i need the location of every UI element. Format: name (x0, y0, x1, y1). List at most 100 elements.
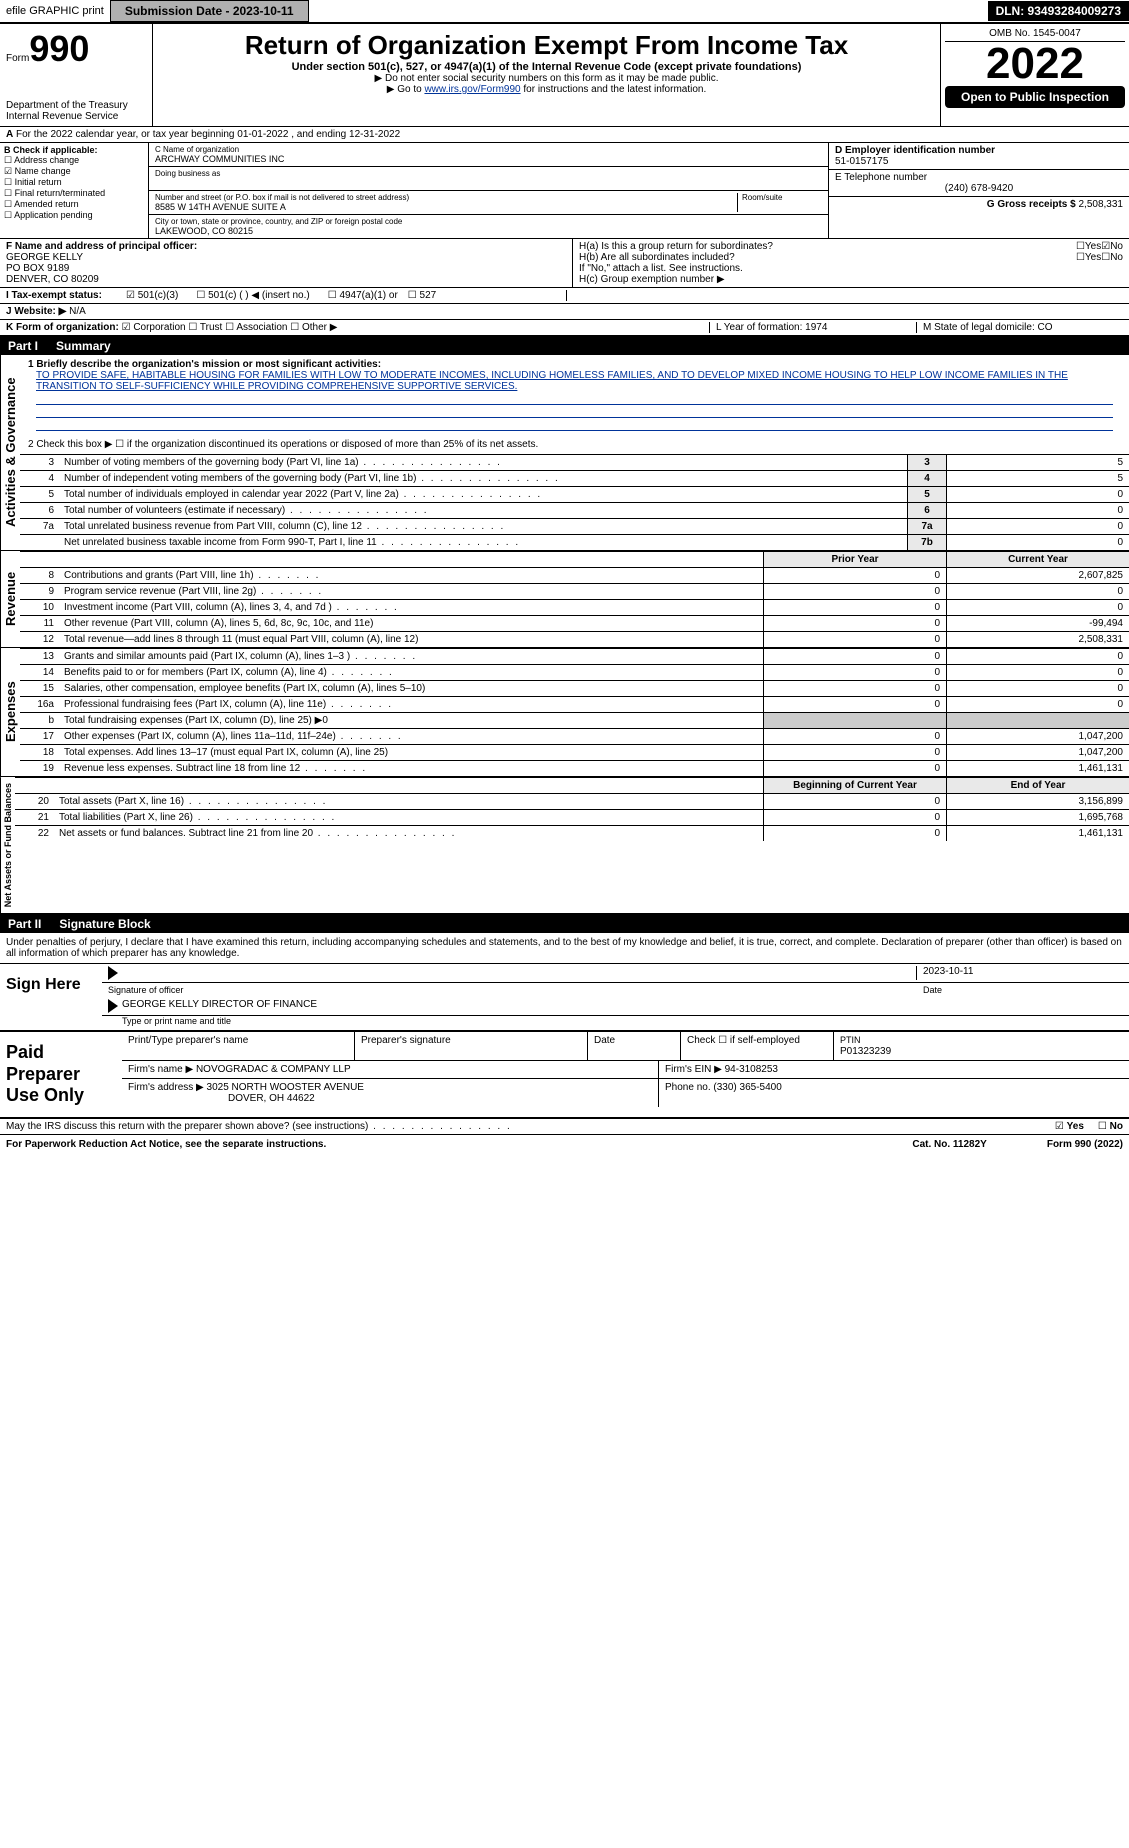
vlabel-expenses: Expenses (0, 648, 20, 776)
rc2: 0 (946, 584, 1129, 599)
paid-preparer-label: Paid Preparer Use Only (0, 1032, 122, 1117)
officer-addr1: PO BOX 9189 (6, 263, 566, 274)
website-label: J Website: ▶ (6, 306, 66, 317)
firm-ein: 94-3108253 (725, 1064, 778, 1075)
ein-label: D Employer identification number (835, 145, 1123, 156)
pp-date-label: Date (588, 1032, 681, 1060)
rv: 5 (946, 455, 1129, 470)
submission-date-button[interactable]: Submission Date - 2023-10-11 (110, 0, 309, 22)
ein-value: 51-0157175 (835, 156, 1123, 167)
typed-name: GEORGE KELLY DIRECTOR OF FINANCE (122, 999, 317, 1013)
rcn: 5 (907, 487, 946, 502)
cb-trust[interactable]: ☐ Trust (188, 322, 222, 333)
may-yes[interactable]: ☑ Yes (1055, 1121, 1084, 1132)
may-discuss-text: May the IRS discuss this return with the… (6, 1121, 1055, 1132)
goto-suffix: for instructions and the latest informat… (521, 84, 707, 95)
o-other: Other ▶ (302, 322, 337, 333)
firm-addr2: DOVER, OH 44622 (128, 1093, 315, 1104)
pp-name-label: Print/Type preparer's name (122, 1032, 355, 1060)
rc1: 0 (763, 665, 946, 680)
gross-receipts-value: 2,508,331 (1079, 199, 1124, 210)
arrow-icon (108, 999, 118, 1013)
cb-527[interactable]: ☐ 527 (408, 290, 436, 301)
cb-final-return[interactable]: ☐ Final return/terminated (4, 188, 144, 199)
ha-yes[interactable]: ☐Yes (1076, 241, 1101, 252)
irs-link[interactable]: www.irs.gov/Form990 (424, 84, 520, 95)
may-discuss-row: May the IRS discuss this return with the… (0, 1119, 1129, 1135)
rt: Net unrelated business taxable income fr… (60, 535, 907, 550)
box-b: B Check if applicable: ☐ Address change … (0, 143, 149, 238)
declaration-text: Under penalties of perjury, I declare th… (0, 933, 1129, 964)
cb-4947[interactable]: ☐ 4947(a)(1) or (328, 290, 398, 301)
rt: Total number of individuals employed in … (60, 487, 907, 502)
pp-sig-label: Preparer's signature (355, 1032, 588, 1060)
hb-no[interactable]: ☐No (1101, 252, 1123, 263)
rn: 14 (20, 665, 60, 680)
hb-yes[interactable]: ☐Yes (1076, 252, 1101, 263)
gov-row: 4Number of independent voting members of… (20, 470, 1129, 486)
rc1: 0 (763, 584, 946, 599)
part-ii-title: Signature Block (59, 917, 150, 931)
cb-initial-return-label: Initial return (15, 177, 62, 187)
rc1: 0 (763, 745, 946, 760)
cb-address-change[interactable]: ☐ Address change (4, 155, 144, 166)
rt: Total expenses. Add lines 13–17 (must eq… (60, 745, 763, 760)
rcn: 7b (907, 535, 946, 550)
rc1: 0 (763, 568, 946, 583)
cb-501c3[interactable]: ☑ 501(c)(3) (126, 290, 178, 301)
cb-assoc[interactable]: ☐ Association (225, 322, 287, 333)
cb-initial-return[interactable]: ☐ Initial return (4, 177, 144, 188)
box-b-header: B Check if applicable: (4, 145, 144, 155)
yes-text: Yes (1085, 241, 1101, 252)
cb-name-change[interactable]: ☑ Name change (4, 166, 144, 177)
rc1: 0 (763, 697, 946, 712)
hc-label: H(c) Group exemption number ▶ (579, 274, 1123, 285)
rev-row: 11Other revenue (Part VIII, column (A), … (20, 615, 1129, 631)
open-to-public-badge: Open to Public Inspection (945, 86, 1125, 108)
row-a-calendar-year: A For the 2022 calendar year, or tax yea… (0, 127, 1129, 143)
rt: Total number of volunteers (estimate if … (60, 503, 907, 518)
rc1: 0 (763, 810, 946, 825)
yes-text2: Yes (1085, 252, 1101, 263)
rcn: 6 (907, 503, 946, 518)
summary-expenses: Expenses 13Grants and similar amounts pa… (0, 648, 1129, 777)
col-prior-year: Prior Year (763, 552, 946, 567)
rt: Investment income (Part VIII, column (A)… (60, 600, 763, 615)
cb-application-pending[interactable]: ☐ Application pending (4, 210, 144, 221)
q1-label: 1 Briefly describe the organization's mi… (28, 359, 381, 370)
may-no[interactable]: ☐ No (1098, 1121, 1123, 1132)
rc2: 0 (946, 649, 1129, 664)
rt: Total unrelated business revenue from Pa… (60, 519, 907, 534)
firm-phone: (330) 365-5400 (713, 1082, 781, 1093)
footer-form: Form 990 (2022) (1047, 1139, 1123, 1150)
ha-no[interactable]: ☑No (1101, 241, 1123, 252)
gov-row: 7aTotal unrelated business revenue from … (20, 518, 1129, 534)
col-end-year: End of Year (946, 778, 1129, 793)
no-text: No (1110, 241, 1123, 252)
sign-here-label: Sign Here (0, 964, 102, 1030)
form-number: Form990 (6, 28, 146, 70)
rc1: 0 (763, 616, 946, 631)
officer-name: GEORGE KELLY (6, 252, 566, 263)
rn: 8 (20, 568, 60, 583)
row-i-tax-status: I Tax-exempt status: ☑ 501(c)(3) ☐ 501(c… (0, 288, 1129, 304)
rc2: 0 (946, 665, 1129, 680)
cb-amended-return[interactable]: ☐ Amended return (4, 199, 144, 210)
rn: 7a (20, 519, 60, 534)
o-trust: Trust (200, 322, 222, 333)
gov-row: Net unrelated business taxable income fr… (20, 534, 1129, 550)
rn: 16a (20, 697, 60, 712)
form-990-number: 990 (29, 28, 89, 69)
pp-self-employed[interactable]: Check ☐ if self-employed (681, 1032, 834, 1060)
rt: Total liabilities (Part X, line 26) (55, 810, 763, 825)
exp-row: 13Grants and similar amounts paid (Part … (20, 648, 1129, 664)
sig-date: 2023-10-11 (916, 966, 1123, 980)
rc1 (763, 713, 946, 728)
ha-label: H(a) Is this a group return for subordin… (579, 241, 1076, 252)
q2-label: 2 Check this box ▶ ☐ if the organization… (20, 435, 1129, 454)
cb-corp[interactable]: ☑ Corporation (122, 322, 186, 333)
cb-other[interactable]: ☐ Other ▶ (290, 322, 337, 333)
rc2: 1,047,200 (946, 729, 1129, 744)
section-bcdeg: B Check if applicable: ☐ Address change … (0, 143, 1129, 239)
cb-501c[interactable]: ☐ 501(c) ( ) ◀ (insert no.) (196, 290, 309, 301)
